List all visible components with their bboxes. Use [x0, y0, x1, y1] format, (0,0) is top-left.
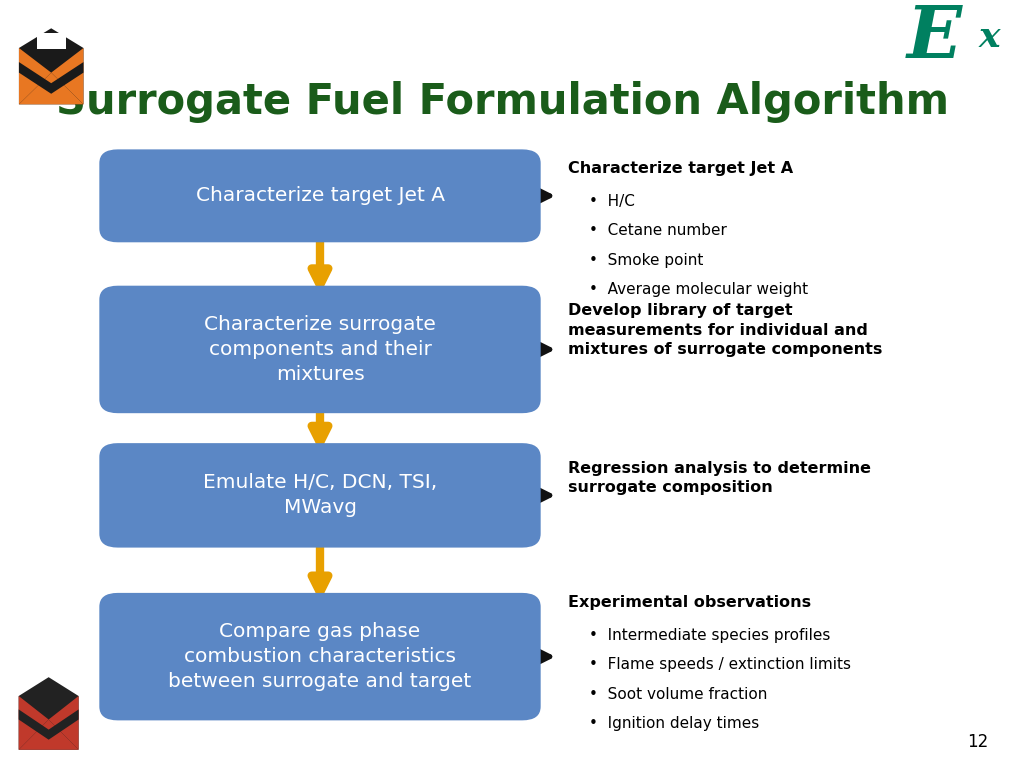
- Polygon shape: [18, 28, 84, 104]
- Polygon shape: [49, 696, 79, 750]
- Text: Characterize target Jet A: Characterize target Jet A: [196, 187, 444, 205]
- FancyBboxPatch shape: [99, 593, 541, 720]
- Polygon shape: [18, 720, 79, 750]
- Text: Experimental observations: Experimental observations: [568, 595, 811, 611]
- Polygon shape: [18, 73, 84, 104]
- Polygon shape: [51, 48, 84, 104]
- Polygon shape: [18, 696, 49, 750]
- Text: E: E: [906, 2, 962, 73]
- Polygon shape: [18, 710, 79, 740]
- Text: •  Ignition delay times: • Ignition delay times: [589, 716, 759, 731]
- Text: •  Intermediate species profiles: • Intermediate species profiles: [589, 628, 830, 644]
- Polygon shape: [18, 677, 79, 750]
- Text: x: x: [979, 20, 1000, 54]
- Text: Characterize target Jet A: Characterize target Jet A: [568, 161, 794, 177]
- Polygon shape: [18, 48, 51, 104]
- Polygon shape: [18, 62, 84, 94]
- FancyBboxPatch shape: [99, 286, 541, 413]
- Text: •  Flame speeds / extinction limits: • Flame speeds / extinction limits: [589, 657, 851, 673]
- Text: •  H/C: • H/C: [589, 194, 635, 210]
- FancyBboxPatch shape: [99, 443, 541, 548]
- Text: Surrogate Fuel Formulation Algorithm: Surrogate Fuel Formulation Algorithm: [56, 81, 949, 123]
- Text: •  Average molecular weight: • Average molecular weight: [589, 282, 808, 297]
- Text: Emulate H/C, DCN, TSI,
MWavg: Emulate H/C, DCN, TSI, MWavg: [203, 473, 437, 518]
- Text: •  Soot volume fraction: • Soot volume fraction: [589, 687, 767, 702]
- FancyBboxPatch shape: [99, 149, 541, 243]
- Text: Compare gas phase
combustion characteristics
between surrogate and target: Compare gas phase combustion characteris…: [168, 622, 472, 691]
- Text: •  Smoke point: • Smoke point: [589, 253, 703, 268]
- Text: Develop library of target
measurements for individual and
mixtures of surrogate : Develop library of target measurements f…: [568, 303, 883, 357]
- Text: Characterize surrogate
components and their
mixtures: Characterize surrogate components and th…: [204, 315, 436, 384]
- FancyBboxPatch shape: [37, 32, 66, 49]
- Text: 12: 12: [967, 733, 988, 751]
- Text: Regression analysis to determine
surrogate composition: Regression analysis to determine surroga…: [568, 461, 871, 495]
- Text: •  Cetane number: • Cetane number: [589, 223, 727, 239]
